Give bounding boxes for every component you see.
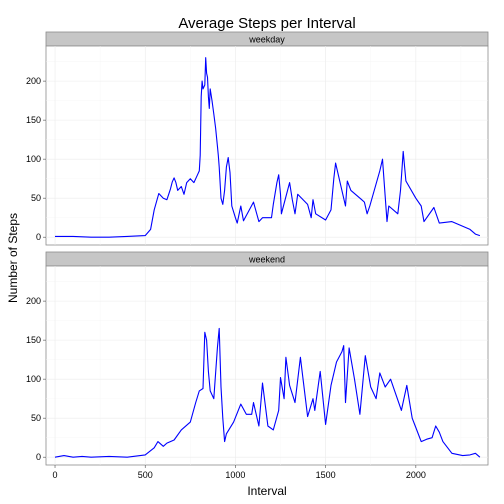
x-tick-label: 0: [53, 470, 58, 480]
y-tick-label: 0: [36, 452, 41, 462]
y-tick-label: 200: [26, 296, 41, 306]
y-tick-label: 50: [31, 193, 41, 203]
x-tick-label: 2000: [406, 470, 426, 480]
facet-strip-label: weekend: [248, 255, 285, 265]
facet-panel-weekday: weekday 0 50 100 150 200: [26, 31, 489, 246]
facet-strip-label: weekday: [248, 35, 285, 45]
x-tick-label: 1500: [316, 470, 336, 480]
x-axis: 0 500 1000 1500 2000: [53, 465, 426, 480]
y-tick-label: 100: [26, 154, 41, 164]
chart-title: Average Steps per Interval: [178, 15, 355, 32]
series-line-weekday: [55, 57, 481, 238]
x-tick-label: 500: [138, 470, 153, 480]
y-tick-label: 150: [26, 115, 41, 125]
series-line-weekend: [54, 327, 481, 458]
y-tick-label: 200: [26, 76, 41, 86]
panel-background: [45, 265, 489, 466]
y-tick-label: 0: [36, 232, 41, 242]
facet-panels: weekday 0 50 100 150 200 weekend 0 50 100 150 200: [26, 31, 489, 466]
facet-panel-weekend: weekend 0 50 100 150 200: [26, 251, 489, 466]
y-axis-title: Number of Steps: [6, 213, 20, 303]
y-tick-label: 100: [26, 374, 41, 384]
y-tick-label: 50: [31, 413, 41, 423]
x-axis-title: Interval: [247, 484, 286, 498]
x-tick-label: 1000: [225, 470, 245, 480]
panel-background: [45, 45, 489, 246]
y-tick-label: 150: [26, 335, 41, 345]
